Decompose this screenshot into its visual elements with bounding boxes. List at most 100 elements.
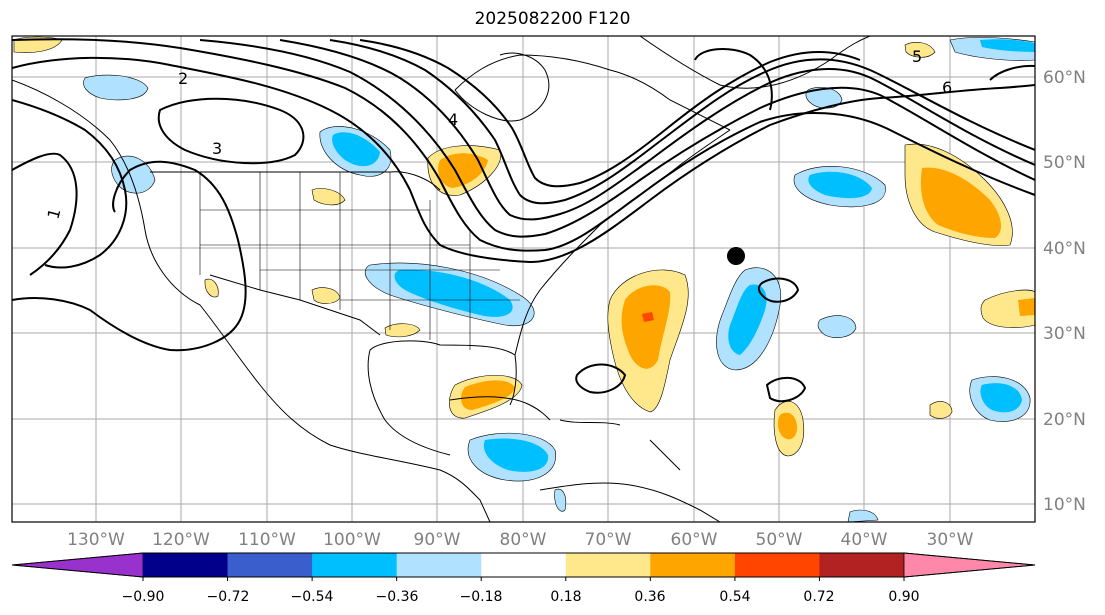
lon-label: 110°W [238,530,296,550]
lon-label: 30°W [927,530,974,550]
contour-line [989,64,1035,81]
colorbar-segment [565,553,651,577]
canada-coast [454,54,731,131]
colorbar-segment [481,553,567,577]
lon-label: 120°W [152,530,210,550]
colorbar-tick-label: −0.36 [376,589,419,605]
lon-label: 70°W [585,530,632,550]
contour-label: 6 [942,78,952,97]
lat-label: 30°N [1043,324,1086,344]
contour-line [12,38,1035,252]
negative-anomaly-area [817,315,857,338]
lon-label: 130°W [67,530,125,550]
positive-anomaly-core [460,380,515,410]
positive-anomaly-area [384,323,421,338]
negative-anomaly-area [111,155,156,194]
colorbar-tick-label: −0.18 [460,589,503,605]
contour-line [12,152,78,276]
contour-line [12,99,128,269]
lon-label: 90°W [414,530,461,550]
contour-line [329,39,1035,205]
negative-anomaly-core [394,269,513,317]
colorbar-tick-label: −0.90 [122,589,165,605]
colorbar-segment [650,553,736,577]
negative-anomaly-core [332,132,380,167]
contour-line [757,277,800,303]
lat-label: 50°N [1043,153,1086,173]
caribbean-islands [559,419,681,471]
negative-anomaly-core [483,438,549,472]
colorbar-extend-low [11,552,144,578]
colorbar-segment [734,553,820,577]
gulf-coast-west [367,349,451,456]
contour-label: 5 [912,47,922,66]
lat-label: 10°N [1043,495,1086,515]
positive-anomaly-area [904,42,936,58]
contour-label: 4 [448,110,458,129]
colorbar [11,552,1036,581]
contour-label: 2 [178,69,188,88]
negative-anomaly-area [83,74,149,101]
contour-line [765,376,807,403]
map-frame [11,35,1036,523]
lat-label: 20°N [1043,410,1086,430]
colorbar-extend-high [903,552,1036,578]
colorbar-tick-label: −0.72 [207,589,250,605]
contour-line [694,48,773,111]
cuba-coast [449,396,551,421]
colorbar-segment [819,553,905,577]
anomaly-shading [13,36,1035,522]
map-title: 2025082200 F120 [474,9,631,29]
contour-label: 1 [44,206,65,221]
contour-line [199,39,1035,238]
colorbar-segment [396,553,482,577]
colorbar-tick-label: 0.90 [888,589,919,605]
contour-label: 3 [212,139,222,158]
lat-label: 60°N [1043,68,1086,88]
positive-anomaly-area [204,278,219,298]
lon-label: 80°W [500,530,547,550]
positive-anomaly-core [920,167,1002,238]
colorbar-segment [312,553,398,577]
gulf-coast [369,340,517,406]
negative-anomaly-core [808,171,872,199]
negative-anomaly-core [980,39,1035,52]
contour-value-labels: 1 2 3 4 5 6 [44,47,953,221]
contour-line [157,97,305,165]
colorbar-tick-label: 0.18 [550,589,581,605]
colorbar-tick-label: 0.72 [803,589,834,605]
negative-anomaly-core [728,284,767,355]
lon-label: 40°W [841,530,888,550]
colorbar-segment [227,553,313,577]
longitude-labels: 130°W 120°W 110°W 100°W 90°W 80°W 70°W 6… [67,530,974,550]
colorbar-tick-labels: −0.90 −0.72 −0.54 −0.36 −0.18 0.18 0.36 … [122,589,920,605]
contour-line [12,160,247,352]
negative-anomaly-area [847,509,879,522]
latitude-labels: 60°N 50°N 40°N 30°N 20°N 10°N [1043,68,1086,515]
positive-anomaly-area [980,289,1035,328]
south-america-coast [539,482,721,522]
positive-anomaly-area [311,188,346,206]
positive-anomaly-core [621,285,671,369]
us-canada-border [150,171,441,191]
colorbar-tick-label: 0.36 [634,589,665,605]
colorbar-tick-label: 0.54 [719,589,750,605]
negative-anomaly-area [554,488,567,512]
lon-label: 50°W [756,530,803,550]
lat-label: 40°N [1043,239,1086,259]
negative-anomaly-core [980,383,1022,413]
positive-anomaly-core [777,412,798,440]
storm-center-dot [727,247,745,265]
state-lines [199,172,520,350]
hudson-bay [454,52,550,122]
greenland-coast [639,36,871,89]
contour-line [279,39,1035,221]
colorbar-tick-label: −0.54 [291,589,334,605]
contour-line [575,363,627,394]
colorbar-segment [143,553,229,577]
contour-lines [12,38,1035,403]
positive-anomaly-peak [642,312,654,322]
positive-anomaly-area [929,401,953,419]
lon-label: 60°W [671,530,718,550]
